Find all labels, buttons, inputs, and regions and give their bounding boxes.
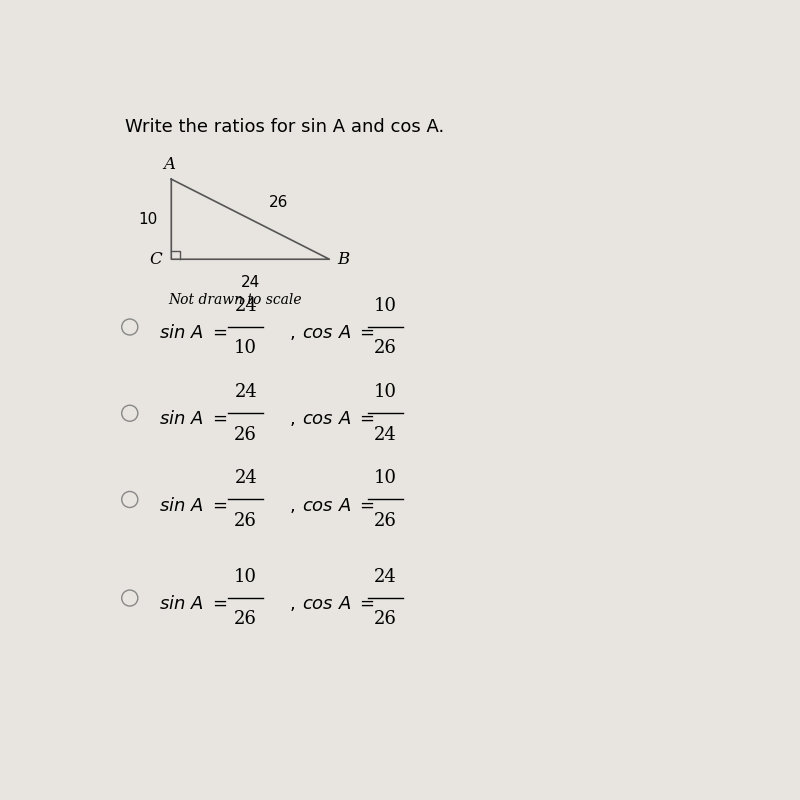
Text: 24: 24 <box>234 469 257 487</box>
Text: 26: 26 <box>234 426 257 443</box>
Text: 24: 24 <box>234 383 257 401</box>
Text: 26: 26 <box>269 195 288 210</box>
Text: 26: 26 <box>234 610 257 628</box>
Text: ,: , <box>289 595 295 613</box>
Text: $\mathit{sin}\ \mathit{A}\ =$: $\mathit{sin}\ \mathit{A}\ =$ <box>159 595 227 613</box>
Text: ,: , <box>289 410 295 429</box>
Text: $\mathit{cos}\ \mathit{A}\ =$: $\mathit{cos}\ \mathit{A}\ =$ <box>302 497 374 514</box>
Text: $\mathit{cos}\ \mathit{A}\ =$: $\mathit{cos}\ \mathit{A}\ =$ <box>302 595 374 613</box>
Text: 26: 26 <box>374 339 397 358</box>
Text: $\mathit{sin}\ \mathit{A}\ =$: $\mathit{sin}\ \mathit{A}\ =$ <box>159 497 227 514</box>
Text: $\mathit{cos}\ \mathit{A}\ =$: $\mathit{cos}\ \mathit{A}\ =$ <box>302 324 374 342</box>
Text: ,: , <box>289 497 295 514</box>
Text: 24: 24 <box>241 274 260 290</box>
Text: Write the ratios for sin A and cos A.: Write the ratios for sin A and cos A. <box>125 118 444 135</box>
Text: 24: 24 <box>374 568 397 586</box>
Text: 24: 24 <box>374 426 397 443</box>
Text: 10: 10 <box>138 212 158 226</box>
Text: $\mathit{cos}\ \mathit{A}\ =$: $\mathit{cos}\ \mathit{A}\ =$ <box>302 410 374 429</box>
Text: 26: 26 <box>234 512 257 530</box>
Text: 26: 26 <box>374 512 397 530</box>
Text: A: A <box>163 156 175 173</box>
Text: ,: , <box>289 324 295 342</box>
Text: Not drawn to scale: Not drawn to scale <box>168 293 302 307</box>
Text: $\mathit{sin}\ \mathit{A}\ =$: $\mathit{sin}\ \mathit{A}\ =$ <box>159 324 227 342</box>
Text: 10: 10 <box>374 383 397 401</box>
Text: 10: 10 <box>374 297 397 314</box>
Text: 24: 24 <box>234 297 257 314</box>
Text: B: B <box>338 250 350 268</box>
Text: 10: 10 <box>234 568 258 586</box>
Text: 10: 10 <box>234 339 258 358</box>
Text: 26: 26 <box>374 610 397 628</box>
Text: $\mathit{sin}\ \mathit{A}\ =$: $\mathit{sin}\ \mathit{A}\ =$ <box>159 410 227 429</box>
Text: C: C <box>150 250 162 268</box>
Text: 10: 10 <box>374 469 397 487</box>
